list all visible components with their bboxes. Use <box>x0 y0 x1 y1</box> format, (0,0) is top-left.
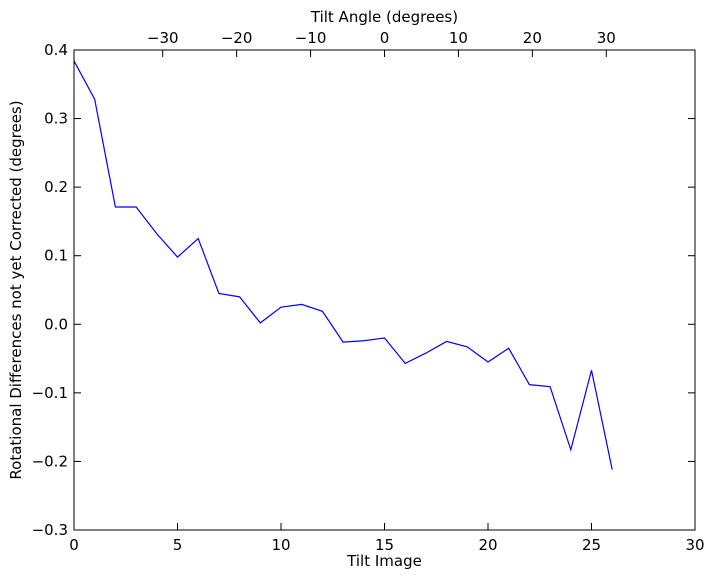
y-tick-label: 0.3 <box>44 110 68 128</box>
x-tick-label: 25 <box>582 536 601 554</box>
y-tick-label: −0.3 <box>32 521 68 539</box>
y-axis-title: Rotational Differences not yet Corrected… <box>7 100 25 479</box>
y-tick-label: 0.2 <box>44 178 68 196</box>
ticks-layer <box>73 49 696 531</box>
y-tick-label: −0.1 <box>32 384 68 402</box>
secondary-x-tick-label: 10 <box>449 29 468 47</box>
series-layer <box>73 60 613 470</box>
series-line <box>73 60 613 470</box>
plot-frame <box>73 49 696 531</box>
secondary-x-tick-label: −10 <box>295 29 327 47</box>
x-tick-label: 0 <box>69 536 79 554</box>
secondary-x-axis-title: Tilt Angle (degrees) <box>310 8 458 26</box>
secondary-x-tick-label: 0 <box>380 29 390 47</box>
y-tick-label: 0.4 <box>44 41 68 59</box>
x-tick-label: 5 <box>173 536 183 554</box>
x-tick-label: 20 <box>478 536 497 554</box>
secondary-x-tick-label: 20 <box>523 29 542 47</box>
x-tick-label: 15 <box>375 536 394 554</box>
x-axis-title: Tilt Image <box>346 552 422 570</box>
y-tick-label: 0.1 <box>44 247 68 265</box>
labels-layer: 0 5 10 15 20 25 30 −30 −20 −10 0 10 20 30 −0.3 −0.2 −0.1… <box>32 29 705 554</box>
y-tick-label: −0.2 <box>32 452 68 470</box>
x-tick-label: 30 <box>685 536 704 554</box>
y-tick-label: 0.0 <box>44 315 68 333</box>
secondary-x-tick-label: −30 <box>147 29 179 47</box>
x-tick-label: 10 <box>271 536 290 554</box>
secondary-x-tick-label: 30 <box>597 29 616 47</box>
secondary-x-tick-label: −20 <box>221 29 253 47</box>
